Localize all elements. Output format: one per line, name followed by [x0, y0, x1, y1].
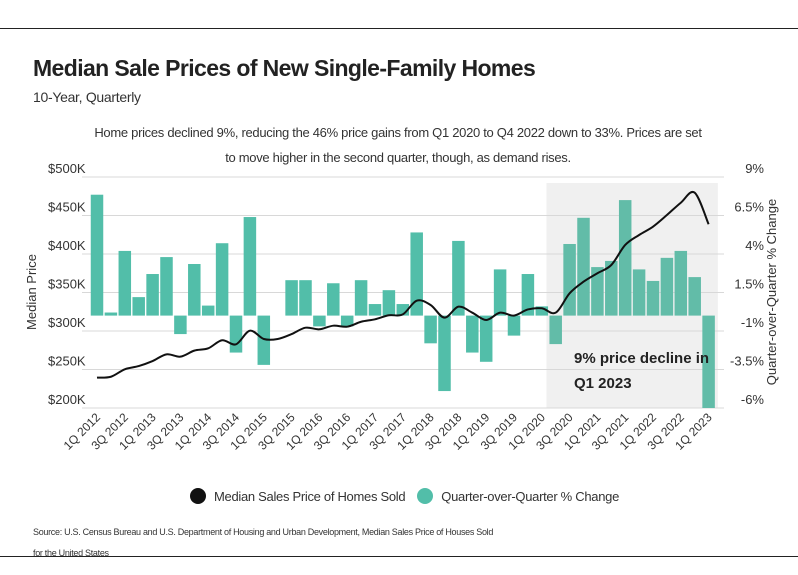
- bar-1Q-2014: [201, 305, 215, 316]
- bar-2Q-2019: [493, 269, 507, 316]
- bar-1Q-2016: [313, 315, 326, 327]
- bar-1Q-2017: [368, 304, 382, 316]
- bar-1Q-2019: [479, 315, 493, 362]
- bar-2Q-2013: [160, 257, 173, 316]
- legend-bar-label: Quarter-over-Quarter % Change: [441, 488, 619, 504]
- left-axis-label: Median Price: [24, 254, 39, 330]
- left-tick-label: $400K: [48, 238, 86, 253]
- bar-2Q-2014: [215, 243, 229, 316]
- bar-3Q-2018: [452, 240, 465, 316]
- bar-3Q-2012: [118, 250, 132, 316]
- right-tick-label: -3.5%: [730, 354, 764, 369]
- left-tick-label: $250K: [48, 354, 86, 369]
- right-tick-label: 4%: [745, 238, 764, 253]
- right-tick-label: -6%: [741, 392, 765, 407]
- left-tick-label: $350K: [48, 277, 86, 292]
- chart-subtitle: 10-Year, Quarterly: [33, 89, 141, 105]
- annotation-line2: Q1 2023: [574, 375, 632, 392]
- bar-4Q-2018: [466, 315, 479, 353]
- right-tick-label: 1.5%: [734, 277, 764, 292]
- left-tick-label: $500K: [48, 161, 86, 176]
- bar-4Q-2022: [688, 277, 701, 316]
- bar-4Q-2016: [354, 280, 368, 316]
- bar-2Q-2022: [660, 257, 674, 316]
- bar-3Q-2017: [396, 304, 410, 316]
- left-tick-label: $300K: [48, 315, 86, 330]
- bar-3Q-2020: [563, 243, 576, 316]
- legend-bar-swatch: [417, 488, 434, 504]
- left-tick-label: $450K: [48, 200, 86, 215]
- bar-1Q-2021: [591, 267, 604, 316]
- chart-description: Home prices declined 9%, reducing the 46…: [94, 125, 702, 165]
- bar-1Q-2018: [424, 315, 437, 344]
- bar-3Q-2013: [174, 315, 187, 335]
- bar-2Q-2021: [605, 260, 618, 316]
- bar-3Q-2014: [229, 315, 243, 353]
- bar-4Q-2013: [188, 264, 201, 316]
- bar-1Q-2012: [90, 194, 104, 316]
- right-tick-label: 9%: [745, 161, 764, 176]
- legend-line-label: Median Sales Price of Homes Sold: [214, 488, 406, 504]
- bar-1Q-2022: [646, 280, 660, 316]
- bar-4Q-2017: [410, 232, 423, 316]
- right-tick-label: 6.5%: [734, 200, 764, 215]
- bar-2Q-2018: [438, 315, 451, 392]
- bar-3Q-2021: [618, 200, 632, 316]
- bar-3Q-2022: [674, 250, 688, 316]
- bar-1Q-2013: [146, 274, 159, 316]
- legend: Median Sales Price of Homes Sold Quarter…: [190, 488, 619, 504]
- bar-4Q-2014: [243, 217, 257, 316]
- left-tick-label: $200K: [48, 392, 86, 407]
- right-axis-label: Quarter-over-Quarter % Change: [764, 199, 779, 385]
- bar-2Q-2016: [327, 283, 340, 316]
- legend-line-swatch: [190, 488, 206, 504]
- bottom-rule: [0, 556, 798, 557]
- bar-2Q-2020: [549, 315, 562, 345]
- source-note: Source: U.S. Census Bureau and U.S. Depa…: [33, 527, 494, 558]
- bar-1Q-2023: [702, 315, 715, 408]
- annotation-line1: 9% price decline in: [574, 350, 709, 367]
- bar-3Q-2016: [340, 315, 354, 327]
- chart-title: Median Sale Prices of New Single-Family …: [33, 55, 536, 81]
- right-tick-label: -1%: [741, 315, 765, 330]
- bar-4Q-2015: [299, 280, 312, 316]
- bar-4Q-2012: [132, 297, 145, 316]
- bar-1Q-2020: [535, 306, 549, 316]
- bar-4Q-2020: [577, 217, 590, 316]
- median-price-line: [96, 190, 710, 379]
- bar-1Q-2015: [257, 315, 271, 365]
- bar-2Q-2017: [382, 290, 396, 316]
- bar-4Q-2019: [521, 274, 535, 316]
- bar-3Q-2019: [507, 315, 521, 336]
- bar-4Q-2021: [632, 269, 646, 316]
- top-rule: [0, 28, 798, 29]
- bar-3Q-2015: [285, 280, 298, 316]
- bar-2Q-2012: [104, 312, 118, 316]
